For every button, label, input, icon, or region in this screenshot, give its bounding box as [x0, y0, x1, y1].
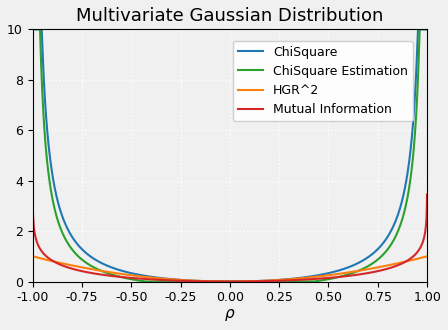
Legend: ChiSquare, ChiSquare Estimation, HGR^2, Mutual Information: ChiSquare, ChiSquare Estimation, HGR^2, …: [233, 41, 413, 121]
ChiSquare: [424, 27, 430, 31]
Mutual Information: [354, 273, 360, 277]
ChiSquare Estimation: [102, 270, 107, 274]
Line: Mutual Information: Mutual Information: [33, 194, 427, 281]
HGR^2: [267, 279, 272, 282]
Line: ChiSquare Estimation: ChiSquare Estimation: [33, 29, 427, 281]
Mutual Information: [102, 273, 107, 277]
Mutual Information: [30, 192, 35, 196]
ChiSquare: [102, 262, 107, 266]
Mutual Information: [287, 279, 292, 282]
Mutual Information: [324, 276, 330, 280]
ChiSquare: [267, 279, 272, 282]
HGR^2: [287, 277, 292, 281]
ChiSquare Estimation: [30, 27, 35, 31]
ChiSquare Estimation: [424, 27, 430, 31]
Title: Multivariate Gaussian Distribution: Multivariate Gaussian Distribution: [76, 7, 383, 25]
ChiSquare: [181, 278, 186, 282]
ChiSquare: [287, 277, 292, 281]
HGR^2: [30, 254, 35, 258]
ChiSquare Estimation: [181, 280, 186, 283]
ChiSquare: [30, 27, 35, 31]
Line: ChiSquare: ChiSquare: [33, 29, 427, 281]
ChiSquare Estimation: [354, 269, 360, 273]
ChiSquare: [227, 280, 233, 283]
HGR^2: [227, 280, 233, 283]
ChiSquare Estimation: [267, 280, 272, 283]
Mutual Information: [181, 279, 186, 283]
HGR^2: [181, 278, 186, 282]
HGR^2: [324, 274, 330, 278]
ChiSquare Estimation: [287, 280, 292, 283]
Mutual Information: [424, 192, 430, 196]
Line: HGR^2: HGR^2: [33, 256, 427, 281]
HGR^2: [424, 254, 430, 258]
ChiSquare: [354, 262, 360, 266]
ChiSquare Estimation: [324, 278, 330, 281]
ChiSquare: [324, 272, 330, 276]
ChiSquare Estimation: [143, 280, 149, 283]
Mutual Information: [227, 280, 233, 283]
Mutual Information: [267, 279, 272, 283]
X-axis label: $\rho$: $\rho$: [224, 307, 236, 323]
HGR^2: [354, 269, 360, 273]
HGR^2: [102, 269, 107, 273]
